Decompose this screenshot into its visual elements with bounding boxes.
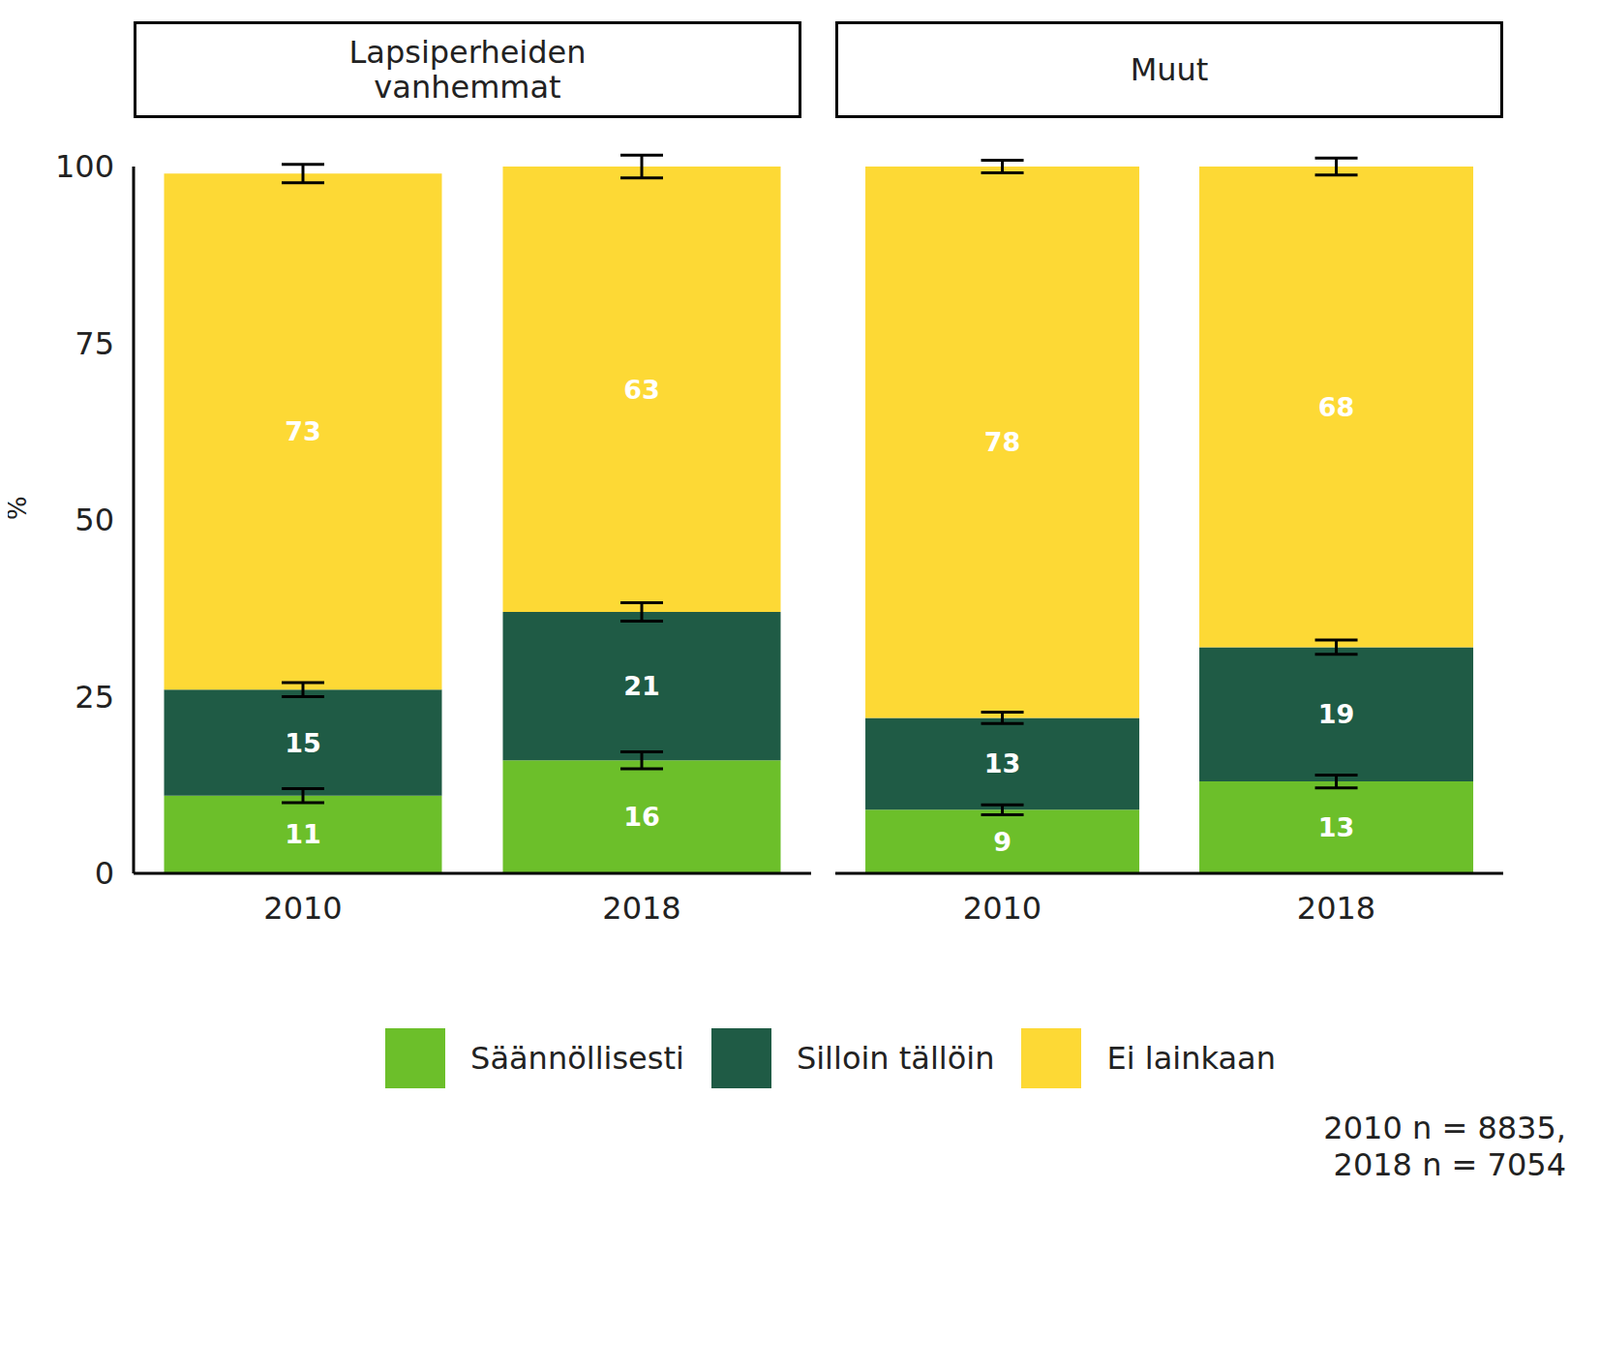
svg-text:25: 25 [74,678,115,716]
svg-text:9: 9 [993,826,1012,857]
html-text:Lapsiperheiden vanhemmat: Lapsiperheiden vanhemmat [348,33,587,106]
svg-text:100: 100 [55,148,115,185]
svg-text:13: 13 [1318,812,1356,843]
svg-text:21: 21 [623,670,661,701]
svg-text:11: 11 [284,818,322,849]
html-text:2010 n = 8835, 2018 n = 7054: 2010 n = 8835, 2018 n = 7054 [1323,1109,1567,1183]
svg-text:13: 13 [984,748,1022,779]
html-text:Muut: Muut [1130,51,1209,89]
svg-text:16: 16 [623,801,661,832]
svg-text:50: 50 [74,501,115,539]
svg-text:73: 73 [284,416,322,447]
html-text:Silloin tällöin: Silloin tällöin [796,1039,995,1077]
svg-text:68: 68 [1318,392,1356,423]
svg-text:78: 78 [984,426,1022,457]
svg-text:2018: 2018 [602,889,681,927]
svg-text:2010: 2010 [263,889,342,927]
svg-text:2018: 2018 [1297,889,1376,927]
html-text:Säännöllisesti: Säännöllisesti [470,1039,685,1077]
svg-text:19: 19 [1318,698,1356,729]
svg-text:15: 15 [284,727,322,758]
svg-text:75: 75 [74,325,115,363]
svg-text:63: 63 [623,374,661,405]
html-text:Ei lainkaan: Ei lainkaan [1106,1039,1276,1077]
svg-text:0: 0 [94,854,115,892]
svg-text:2010: 2010 [963,889,1042,927]
svg-text:%: % [7,495,32,520]
